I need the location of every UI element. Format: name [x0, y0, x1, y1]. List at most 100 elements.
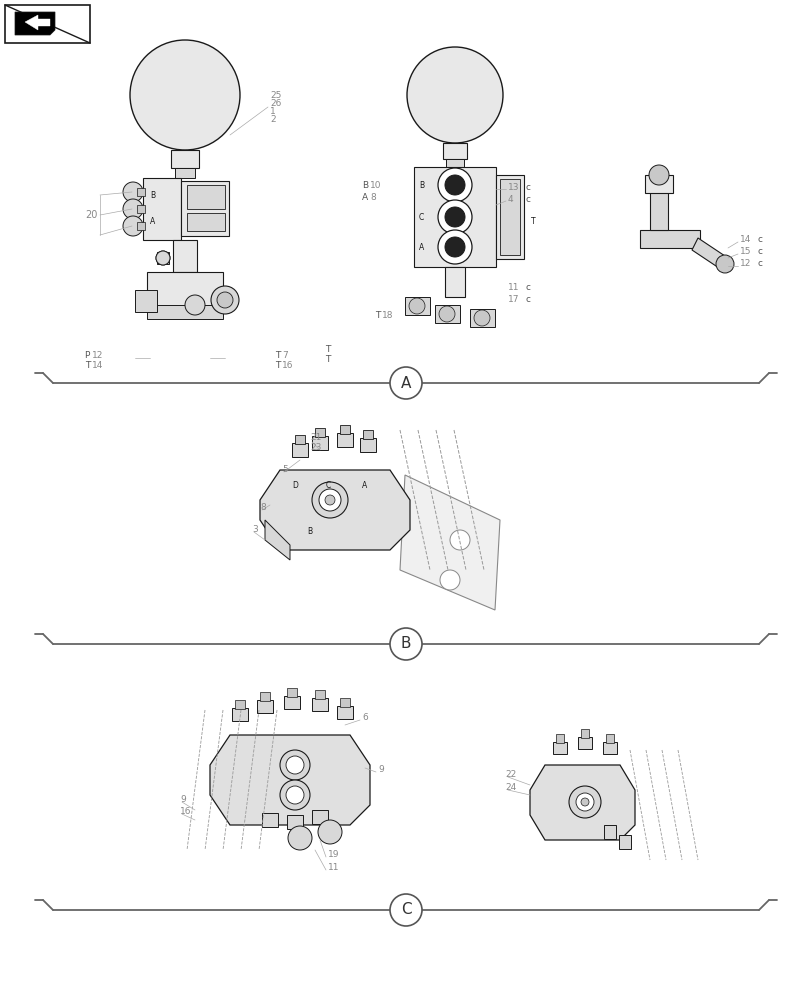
Polygon shape: [25, 15, 50, 30]
Bar: [496, 175, 523, 259]
Polygon shape: [649, 190, 667, 230]
Polygon shape: [260, 470, 410, 550]
Bar: [147, 272, 223, 310]
Bar: [286, 688, 297, 697]
Circle shape: [389, 367, 422, 399]
Circle shape: [285, 786, 303, 804]
Text: 13: 13: [508, 183, 519, 192]
Text: 16: 16: [180, 807, 191, 816]
Text: D: D: [292, 481, 298, 489]
Text: 6: 6: [362, 714, 367, 722]
Bar: [556, 734, 564, 743]
Bar: [311, 810, 328, 824]
Circle shape: [122, 199, 143, 219]
Bar: [135, 290, 157, 312]
Text: A: A: [418, 242, 423, 251]
Text: 22: 22: [504, 770, 516, 779]
Bar: [137, 205, 145, 213]
Polygon shape: [400, 475, 500, 610]
Text: T: T: [84, 360, 90, 369]
Circle shape: [474, 310, 489, 326]
Bar: [405, 297, 430, 315]
Text: P: P: [84, 351, 90, 360]
Circle shape: [318, 820, 341, 844]
Bar: [470, 309, 495, 327]
Circle shape: [444, 207, 465, 227]
Text: 1: 1: [270, 107, 276, 116]
Text: B: B: [307, 528, 312, 536]
Text: A: A: [401, 375, 410, 390]
Circle shape: [211, 286, 238, 314]
Circle shape: [439, 306, 454, 322]
Bar: [171, 150, 199, 168]
Circle shape: [130, 40, 240, 150]
Bar: [581, 729, 588, 738]
Polygon shape: [264, 520, 290, 560]
Circle shape: [319, 489, 341, 511]
Bar: [147, 305, 223, 319]
Text: 24: 24: [504, 783, 516, 792]
Bar: [311, 436, 328, 450]
Polygon shape: [691, 238, 727, 270]
Circle shape: [575, 793, 594, 811]
Text: T: T: [324, 356, 329, 364]
Circle shape: [648, 165, 668, 185]
Bar: [552, 742, 566, 754]
Bar: [181, 181, 229, 236]
Circle shape: [156, 251, 169, 265]
Text: 11: 11: [508, 282, 519, 292]
Text: T: T: [274, 351, 280, 360]
Bar: [143, 178, 181, 240]
Polygon shape: [210, 735, 370, 825]
Circle shape: [440, 570, 460, 590]
Bar: [337, 433, 353, 447]
Text: 20: 20: [85, 210, 98, 220]
Circle shape: [581, 798, 588, 806]
Circle shape: [324, 495, 335, 505]
Bar: [340, 425, 350, 434]
Circle shape: [444, 175, 465, 195]
Text: c: c: [757, 235, 762, 244]
Bar: [435, 305, 460, 323]
Bar: [286, 815, 303, 829]
Text: c: c: [526, 183, 530, 192]
Circle shape: [122, 182, 143, 202]
Bar: [644, 175, 672, 193]
Text: 12: 12: [92, 351, 103, 360]
Text: 9: 9: [180, 795, 186, 804]
Bar: [443, 143, 466, 159]
Circle shape: [715, 255, 733, 273]
Text: T: T: [530, 218, 535, 227]
Circle shape: [449, 530, 470, 550]
Bar: [157, 252, 169, 264]
Bar: [445, 159, 463, 167]
Text: c: c: [757, 259, 762, 268]
Bar: [292, 443, 307, 457]
Bar: [260, 692, 270, 701]
Text: C: C: [400, 902, 411, 917]
Text: 16: 16: [281, 360, 293, 369]
Text: A: A: [150, 217, 155, 226]
Bar: [363, 430, 372, 439]
Circle shape: [437, 168, 471, 202]
Text: 14: 14: [739, 235, 750, 244]
Text: c: c: [526, 194, 530, 204]
Text: 8: 8: [260, 504, 265, 512]
Text: T: T: [274, 360, 280, 369]
Bar: [284, 696, 299, 709]
Circle shape: [406, 47, 502, 143]
Circle shape: [311, 482, 348, 518]
Bar: [294, 435, 305, 444]
Circle shape: [409, 298, 424, 314]
Bar: [340, 698, 350, 707]
Bar: [603, 742, 616, 754]
Bar: [315, 428, 324, 437]
Bar: [603, 825, 616, 839]
Circle shape: [437, 200, 471, 234]
Circle shape: [389, 894, 422, 926]
Circle shape: [389, 628, 422, 660]
Bar: [137, 222, 145, 230]
Text: 21: 21: [310, 434, 321, 442]
Text: B: B: [418, 181, 423, 190]
Text: 9: 9: [378, 765, 384, 774]
